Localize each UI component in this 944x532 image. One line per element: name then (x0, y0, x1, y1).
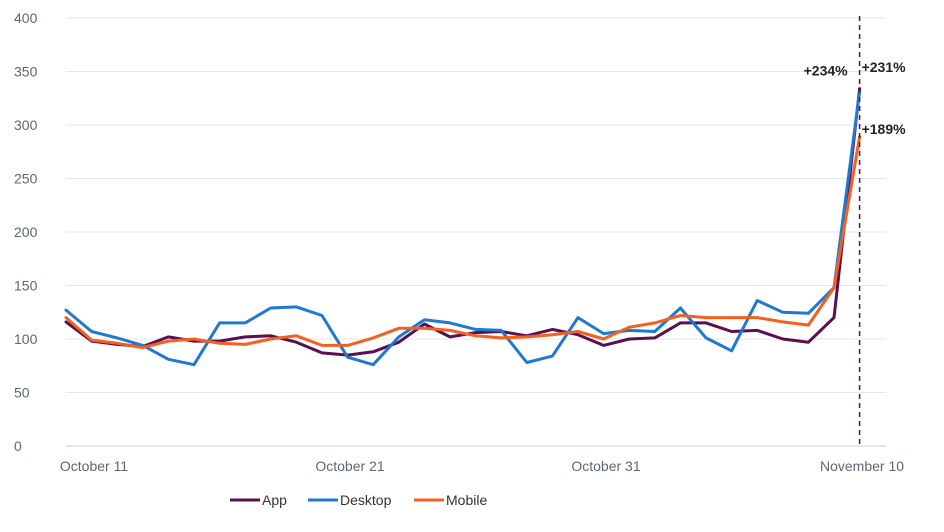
annotation-layer: +234% +231% +189% (804, 59, 907, 137)
y-tick-label: 300 (14, 117, 38, 133)
y-tick-label: 0 (14, 438, 22, 454)
x-tick-label: October 11 (60, 458, 128, 474)
annotation-app: +234% (804, 63, 849, 79)
legend-label-mobile: Mobile (446, 492, 487, 508)
x-tick-label: November 10 (820, 458, 904, 474)
grid-layer (66, 17, 886, 447)
y-axis-ticks: 0 50 100 150 200 250 300 350 400 (14, 10, 38, 454)
y-tick-label: 400 (14, 10, 38, 26)
series-layer (64, 87, 862, 367)
y-tick-label: 250 (14, 171, 38, 187)
y-tick-label: 50 (14, 385, 30, 401)
x-axis-ticks: October 11 October 21 October 31 November 1… (60, 458, 904, 474)
y-tick-label: 350 (14, 64, 38, 80)
series-line-mobile (64, 135, 862, 350)
y-tick-label: 200 (14, 224, 38, 240)
y-tick-label: 150 (14, 278, 38, 294)
legend-label-app: App (262, 492, 287, 508)
annotation-mobile: +189% (862, 121, 907, 137)
legend: App Desktop Mobile (230, 492, 487, 508)
legend-label-desktop: Desktop (340, 492, 392, 508)
x-tick-label: October 21 (315, 458, 384, 474)
y-tick-label: 100 (14, 331, 38, 347)
x-tick-label: October 31 (571, 458, 640, 474)
series-line-app (64, 87, 862, 357)
annotation-desktop: +231% (862, 59, 907, 75)
series-line-desktop (64, 90, 862, 367)
